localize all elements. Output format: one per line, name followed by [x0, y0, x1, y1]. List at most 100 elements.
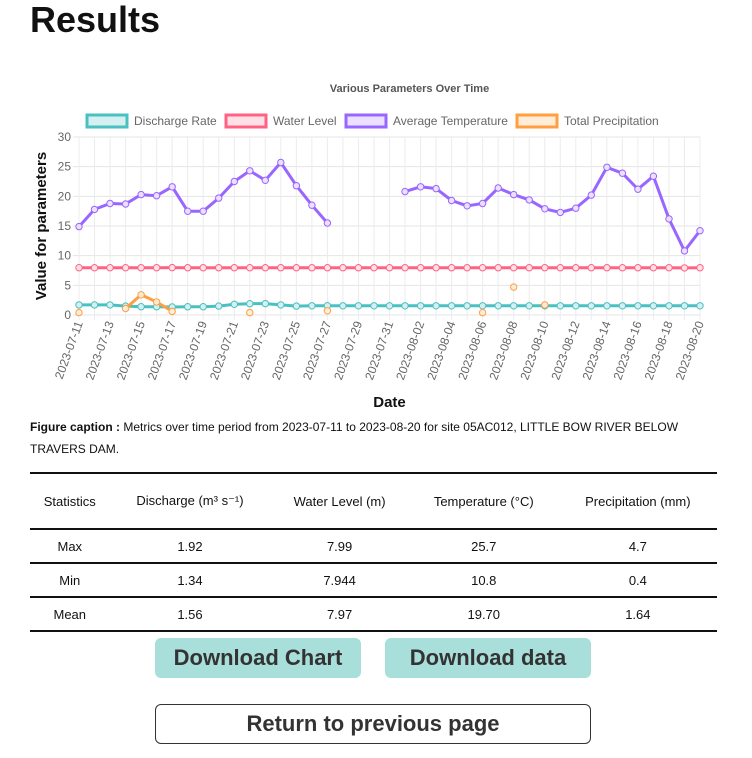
data-point-3 [541, 301, 549, 309]
legend-label-2: Average Temperature [393, 114, 508, 128]
table-cell: 7.99 [270, 529, 409, 564]
data-point-2 [525, 196, 533, 204]
download-chart-button[interactable]: Download Chart [155, 638, 361, 678]
data-point-0 [618, 302, 627, 310]
data-point-1 [121, 264, 130, 272]
table-cell: 1.56 [109, 597, 271, 632]
data-point-2 [292, 182, 301, 190]
table-cell: Min [30, 563, 110, 598]
x-tick-label: 2023-07-13 [83, 319, 117, 382]
data-point-1 [665, 264, 673, 272]
data-point-2 [416, 183, 425, 191]
data-point-2 [618, 169, 627, 177]
data-point-1 [246, 264, 254, 272]
data-point-0 [463, 302, 471, 310]
data-point-0 [525, 302, 533, 310]
header-temperature: Temperature (°C) [408, 472, 559, 530]
y-tick-label: 0 [64, 308, 71, 322]
data-point-1 [370, 264, 378, 272]
data-point-0 [106, 301, 114, 309]
x-tick-label: 2023-07-23 [238, 319, 272, 382]
data-point-0 [649, 302, 658, 310]
table-cell: 0.4 [558, 563, 717, 598]
x-tick-label: 2023-07-25 [269, 319, 303, 382]
data-point-2 [510, 190, 518, 199]
data-point-0 [199, 303, 207, 311]
data-point-2 [246, 167, 254, 175]
data-point-1 [199, 264, 207, 272]
data-point-1 [230, 264, 239, 272]
data-point-2 [199, 207, 207, 215]
data-point-2 [261, 176, 269, 185]
data-point-0 [665, 302, 673, 310]
x-tick-label: 2023-07-29 [331, 319, 365, 382]
data-point-1 [137, 264, 145, 272]
data-point-1 [339, 264, 347, 272]
x-tick-label: 2023-08-14 [580, 319, 614, 382]
y-tick-label: 15 [58, 219, 72, 233]
data-point-2 [137, 190, 145, 199]
y-tick-label: 5 [64, 278, 71, 292]
data-point-2 [696, 227, 704, 235]
data-point-2 [649, 172, 658, 180]
data-point-2 [432, 184, 440, 193]
caption-text: Metrics over time period from 2023-07-11… [30, 420, 679, 456]
data-point-2 [494, 184, 502, 192]
return-button[interactable]: Return to previous page [155, 704, 591, 744]
table-cell: 19.70 [408, 597, 559, 632]
data-point-1 [75, 264, 83, 272]
table-cell: 7.97 [270, 597, 409, 632]
data-point-0 [494, 302, 502, 310]
data-point-1 [649, 264, 658, 272]
data-point-2 [168, 183, 176, 191]
legend-swatch-0 [85, 113, 129, 129]
data-point-0 [292, 302, 301, 310]
x-tick-label: 2023-08-18 [642, 319, 676, 382]
data-point-0 [556, 302, 564, 310]
data-point-1 [618, 264, 627, 272]
x-tick-label: 2023-07-27 [300, 319, 334, 382]
data-point-2 [587, 191, 595, 199]
data-point-1 [587, 264, 595, 272]
data-point-2 [308, 201, 316, 209]
data-point-1 [603, 264, 611, 272]
data-point-2 [184, 207, 192, 215]
data-point-0 [246, 300, 254, 308]
data-point-0 [370, 302, 378, 310]
x-tick-label: 2023-08-06 [455, 319, 489, 382]
data-point-2 [463, 202, 471, 210]
data-point-2 [75, 222, 83, 231]
data-point-1 [525, 264, 533, 272]
table-cell: 1.64 [558, 597, 717, 632]
data-point-0 [339, 302, 347, 310]
data-point-1 [572, 264, 580, 272]
data-point-1 [680, 264, 689, 272]
table-cell: 4.7 [558, 529, 717, 564]
data-point-2 [478, 199, 487, 208]
table-cell: 1.34 [109, 563, 271, 598]
data-point-1 [168, 263, 176, 272]
data-point-3 [152, 298, 161, 306]
data-point-1 [90, 264, 99, 272]
data-point-1 [696, 264, 704, 272]
table-cell: 10.8 [408, 563, 559, 598]
data-point-0 [215, 302, 223, 310]
data-point-1 [323, 264, 332, 272]
data-point-0 [385, 302, 394, 310]
data-point-0 [432, 302, 440, 310]
table-header-row: Statistics Discharge (m³ s⁻¹) Water Leve… [30, 472, 717, 530]
data-point-0 [184, 303, 192, 311]
data-point-2 [106, 199, 114, 208]
data-point-0 [90, 301, 99, 309]
data-point-0 [587, 302, 595, 310]
data-point-3 [478, 308, 487, 317]
data-point-0 [75, 301, 83, 309]
y-tick-label: 30 [58, 130, 72, 144]
x-axis-label: Date [373, 394, 406, 411]
download-data-button[interactable]: Download data [385, 638, 591, 678]
data-point-1 [556, 264, 564, 272]
data-point-2 [323, 219, 332, 227]
data-point-2 [230, 177, 239, 186]
header-statistics: Statistics [30, 472, 110, 530]
x-tick-label: 2023-08-04 [424, 319, 458, 382]
